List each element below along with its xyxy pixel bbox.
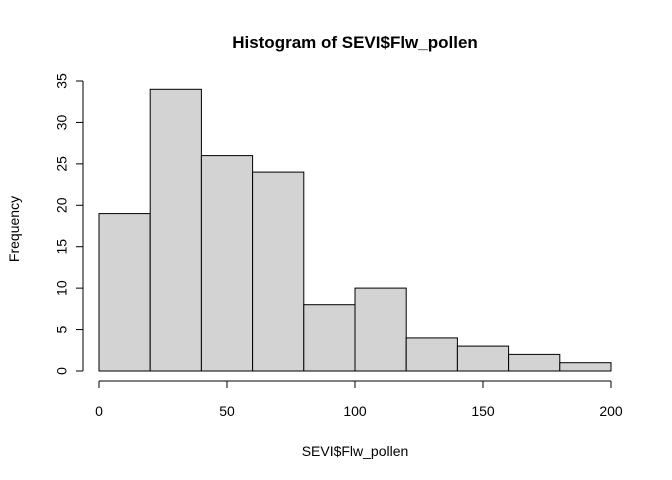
histogram-bar-7 [456, 345, 510, 372]
chart-title: Histogram of SEVI$Flw_pollen [232, 33, 478, 52]
y-tick-label: 35 [54, 73, 70, 89]
y-tick-label: 15 [54, 239, 70, 255]
x-tick-label: 0 [95, 403, 103, 419]
x-tick-label: 150 [471, 403, 495, 419]
y-tick-label: 25 [54, 156, 70, 172]
y-tick-label: 10 [54, 280, 70, 296]
histogram-bar-6 [405, 337, 458, 372]
histogram-bar-3 [252, 171, 305, 372]
histogram-bar-1 [149, 88, 202, 372]
y-tick-label: 5 [54, 325, 70, 333]
x-tick-label: 200 [599, 403, 623, 419]
histogram-bar-0 [98, 213, 151, 372]
x-axis: 0 50 100 150 200 [95, 380, 623, 419]
histogram-bar-2 [200, 155, 254, 372]
bars-group [98, 88, 612, 372]
x-tick-label: 50 [219, 403, 235, 419]
y-axis-label: Frequency [6, 196, 22, 262]
x-tick-label: 100 [343, 403, 367, 419]
y-tick-label: 0 [54, 367, 70, 375]
histogram-bar-9 [559, 362, 612, 372]
y-tick-label: 30 [54, 114, 70, 130]
histogram-bar-8 [508, 353, 561, 372]
x-axis-label: SEVI$Flw_pollen [302, 443, 409, 459]
y-axis: 0 5 10 15 20 25 30 35 [54, 73, 84, 375]
histogram-bar-4 [303, 304, 356, 372]
histogram-bar-5 [354, 287, 407, 372]
y-tick-label: 20 [54, 197, 70, 213]
